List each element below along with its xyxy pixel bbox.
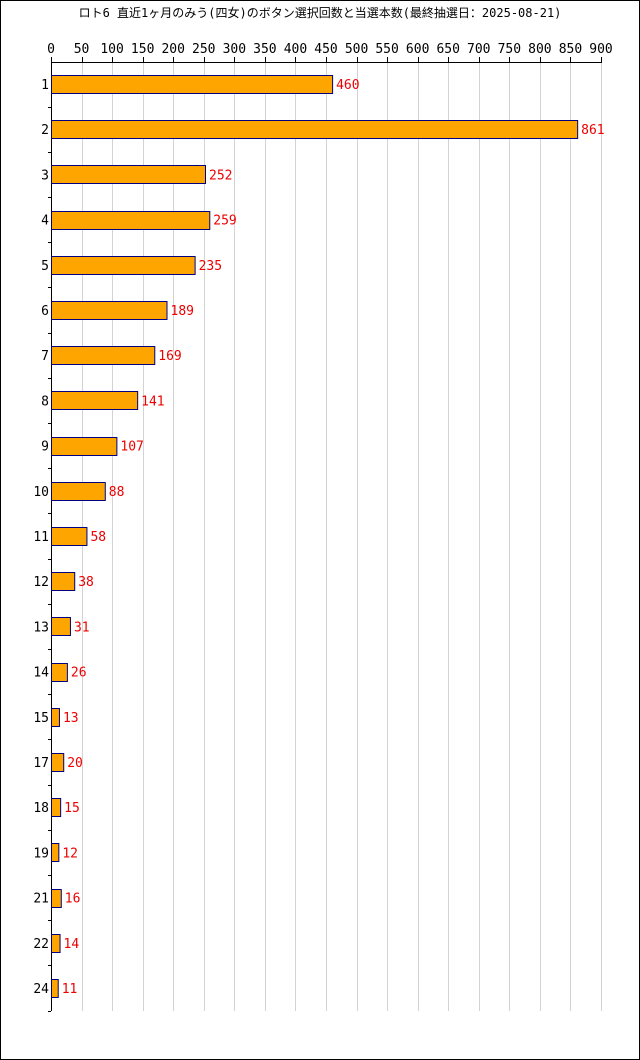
category-label: 13 <box>33 620 49 635</box>
category-label: 2 <box>41 123 49 138</box>
category-label: 18 <box>33 801 49 816</box>
x-tick-label: 650 <box>436 42 459 57</box>
value-label: 11 <box>62 982 78 997</box>
bar <box>51 889 62 908</box>
category-label: 5 <box>41 259 49 274</box>
x-tick-label: 100 <box>100 42 123 57</box>
category-label: 6 <box>41 304 49 319</box>
category-label: 11 <box>33 530 49 545</box>
x-tick-label: 850 <box>559 42 582 57</box>
category-label: 10 <box>33 485 49 500</box>
bar-layer <box>51 75 579 998</box>
value-label: 259 <box>213 214 236 229</box>
x-tick-label: 350 <box>253 42 276 57</box>
bar <box>51 617 71 636</box>
category-label: 14 <box>33 666 49 681</box>
value-label: 13 <box>63 711 79 726</box>
bar <box>51 572 76 591</box>
category-label: 15 <box>33 711 49 726</box>
category-label: 21 <box>33 892 49 907</box>
bar <box>51 211 211 230</box>
bar <box>51 934 61 953</box>
value-label: 141 <box>141 394 164 409</box>
x-tick-label: 500 <box>345 42 368 57</box>
value-label: 31 <box>74 620 90 635</box>
value-label: 14 <box>64 937 80 952</box>
x-tick-label: 450 <box>314 42 337 57</box>
x-tick-label: 700 <box>467 42 490 57</box>
x-tick-label: 300 <box>223 42 246 57</box>
bar <box>51 527 88 546</box>
category-label: 4 <box>41 214 49 229</box>
value-label: 189 <box>171 304 194 319</box>
bar <box>51 482 106 501</box>
value-label: 58 <box>90 530 106 545</box>
bar <box>51 708 60 727</box>
x-tick-label: 400 <box>284 42 307 57</box>
chart-title: ロト6 直近1ヶ月のみう(四女)のボタン選択回数と当選本数(最終抽選日：2025… <box>78 6 562 20</box>
bar <box>51 120 579 139</box>
value-label: 38 <box>78 575 94 590</box>
category-label: 17 <box>33 756 49 771</box>
value-label: 861 <box>581 123 604 138</box>
value-label: 26 <box>71 666 87 681</box>
bar <box>51 843 60 862</box>
category-label: 22 <box>33 937 49 952</box>
x-tick-label: 150 <box>131 42 154 57</box>
x-tick-label: 200 <box>161 42 184 57</box>
x-tick-label: 800 <box>528 42 551 57</box>
bar <box>51 391 139 410</box>
category-label: 7 <box>41 349 49 364</box>
category-label: 19 <box>33 846 49 861</box>
value-label: 12 <box>62 846 78 861</box>
axis-layer: 0 50 100 150 200 250 300 350 400 450 500 550 600 650 7… <box>47 42 613 1012</box>
bar <box>51 256 196 275</box>
bar <box>51 979 59 998</box>
bar <box>51 75 334 94</box>
category-label: 9 <box>41 440 49 455</box>
category-label: 1 <box>41 78 49 93</box>
category-label: 24 <box>33 982 49 997</box>
category-label: 8 <box>41 394 49 409</box>
value-label: 20 <box>67 756 83 771</box>
value-label: 169 <box>158 349 181 364</box>
value-label: 15 <box>64 801 80 816</box>
category-label: 3 <box>41 168 49 183</box>
bar <box>51 165 206 184</box>
value-label: 460 <box>336 78 359 93</box>
x-tick-label: 50 <box>74 42 90 57</box>
x-tick-label: 600 <box>406 42 429 57</box>
value-label: 252 <box>209 168 232 183</box>
bar <box>51 437 118 456</box>
x-tick-label: 900 <box>589 42 612 57</box>
bar <box>51 346 156 365</box>
x-tick-label: 750 <box>498 42 521 57</box>
value-label: 235 <box>199 259 222 274</box>
x-tick-label: 550 <box>375 42 398 57</box>
grid-layer <box>82 62 602 1011</box>
x-tick-label: 0 <box>47 42 55 57</box>
value-label: 88 <box>109 485 125 500</box>
x-tick-label: 250 <box>192 42 215 57</box>
bar <box>51 301 168 320</box>
bar <box>51 663 68 682</box>
bar <box>51 753 65 772</box>
category-label: 12 <box>33 575 49 590</box>
value-label: 107 <box>120 440 143 455</box>
bar <box>51 798 62 817</box>
value-label: 16 <box>65 892 81 907</box>
